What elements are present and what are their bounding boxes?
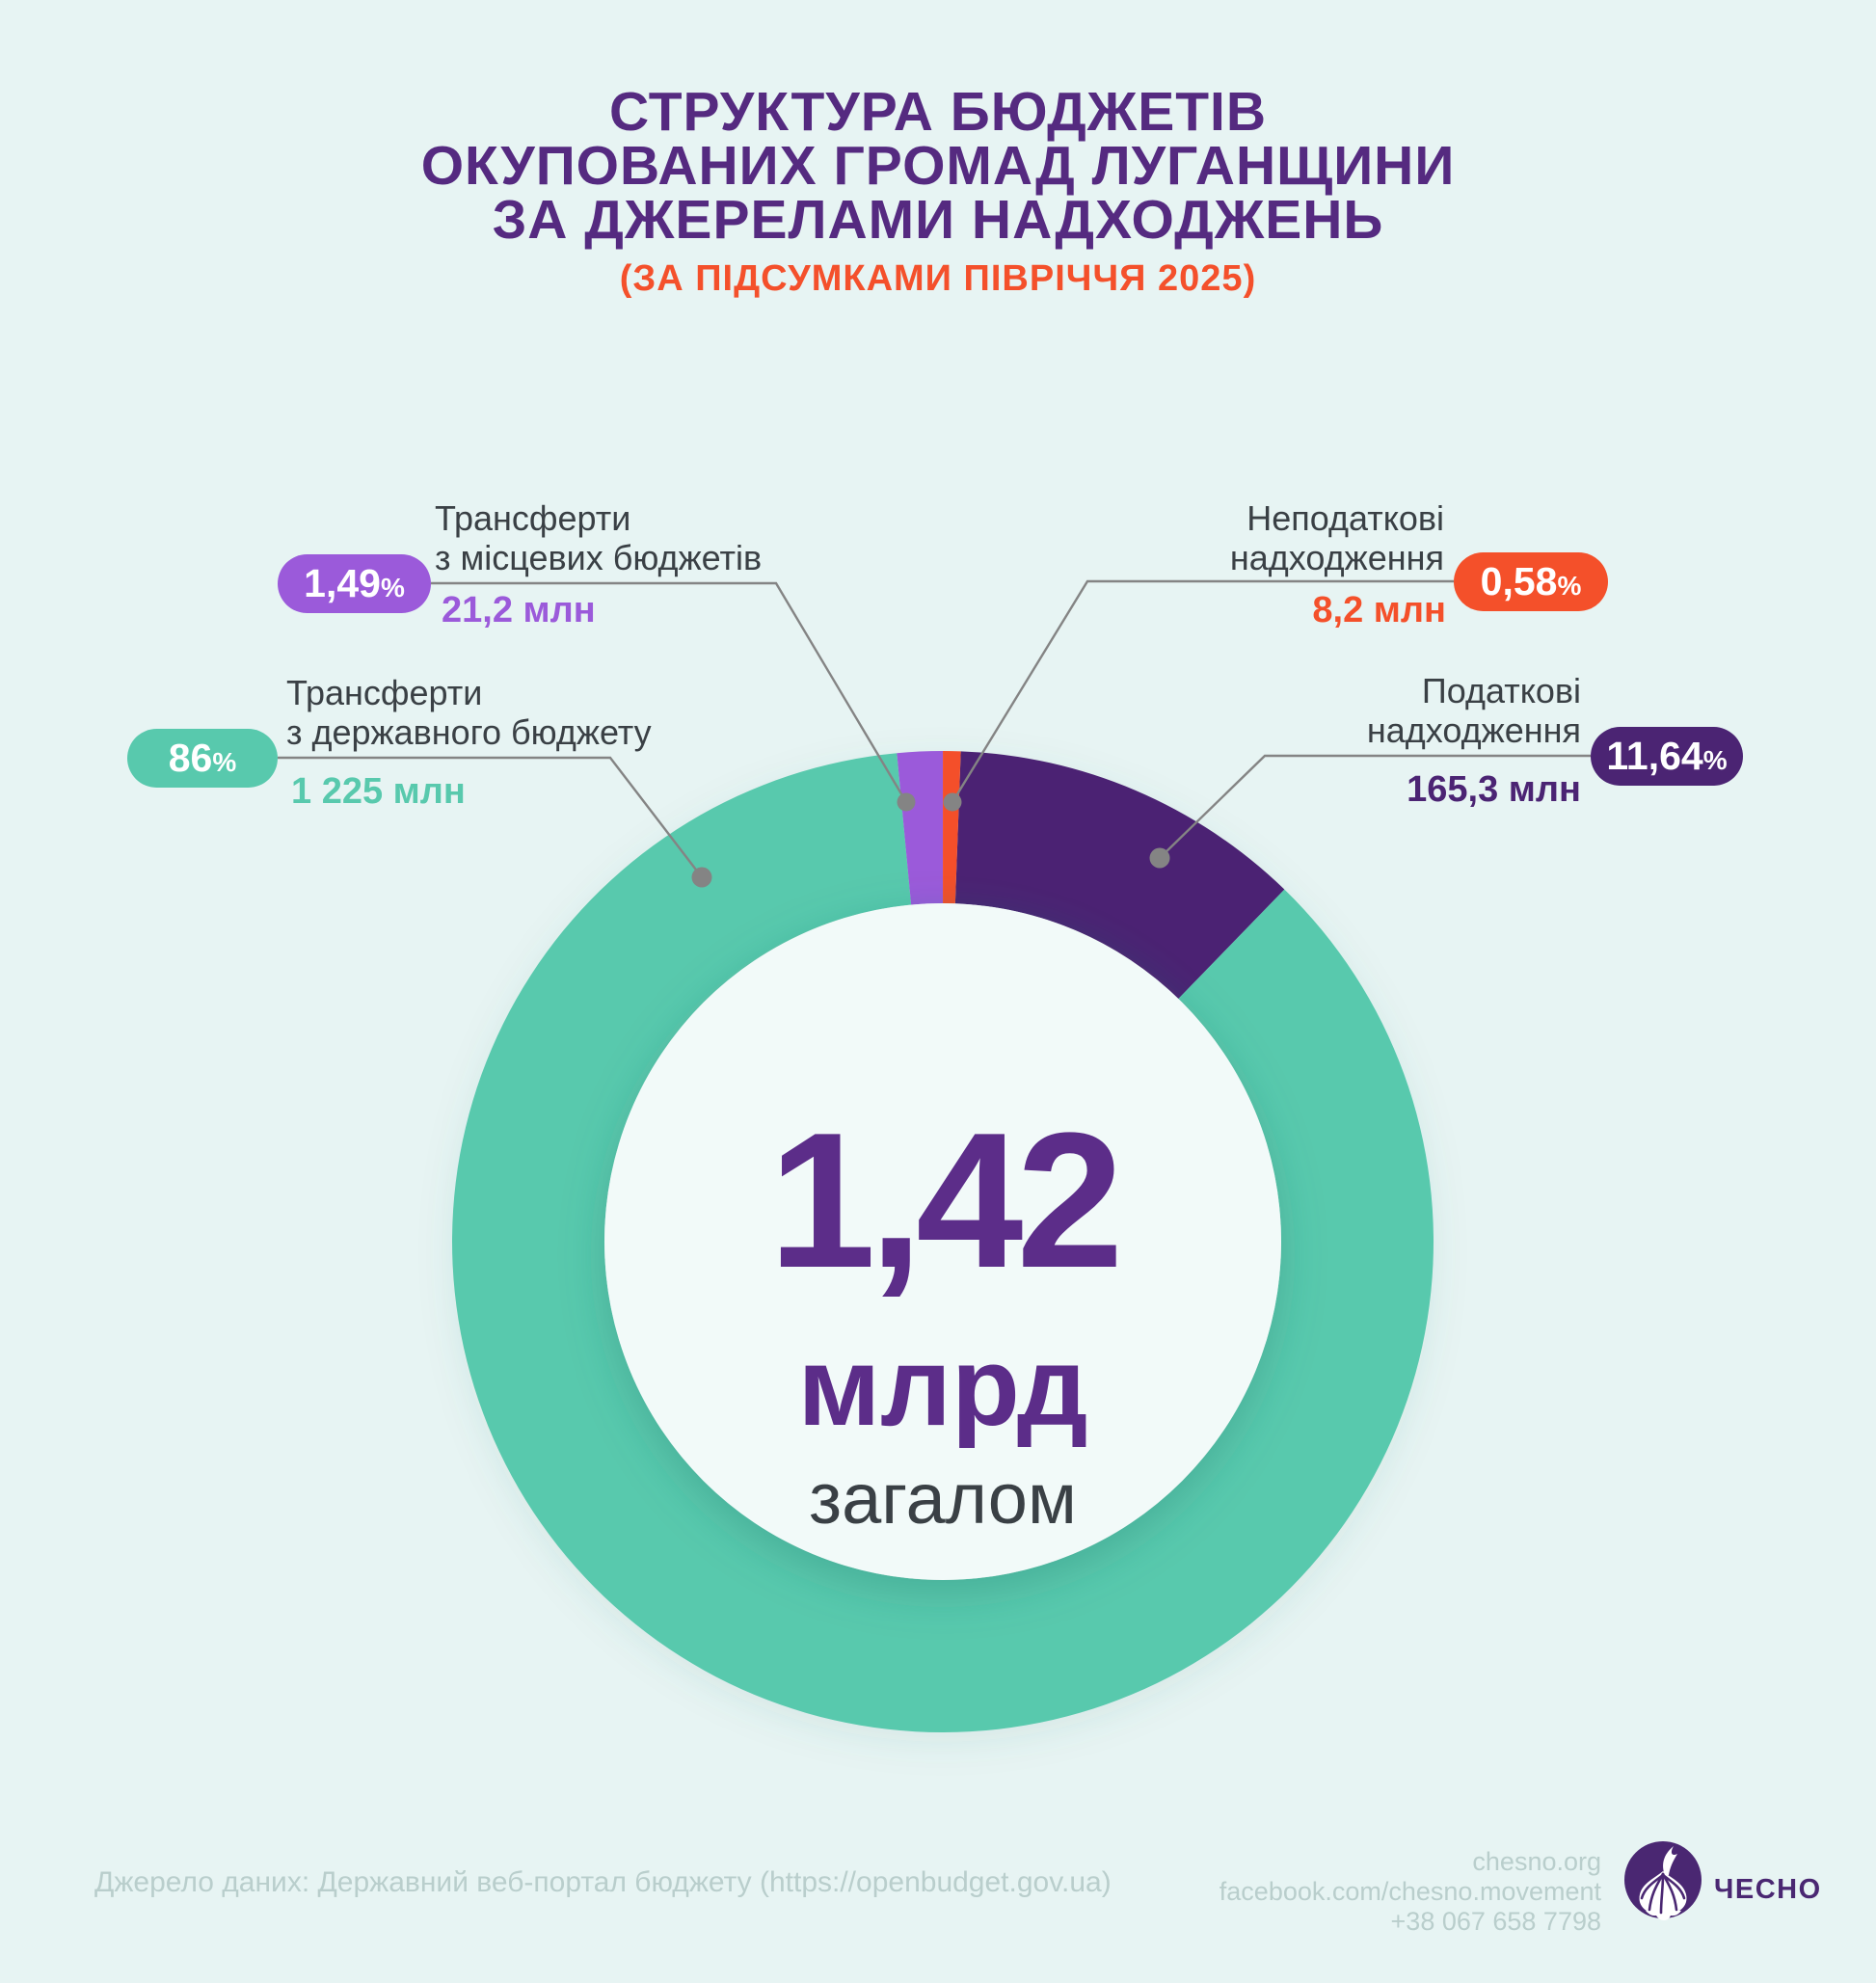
amount-local-transfers: 21,2 млн <box>442 590 596 630</box>
website-link: chesno.org <box>1472 1847 1601 1876</box>
leader-line-non-tax <box>951 579 1454 803</box>
page-title: СТРУКТУРА БЮДЖЕТІВ ОКУПОВАНИХ ГРОМАД ЛУГ… <box>420 81 1456 251</box>
donut-slice-state-transfers <box>452 753 1434 1733</box>
donut-slice-local-transfers <box>897 751 944 905</box>
badge-local-transfers-value: 1,49 <box>304 561 381 605</box>
page-subtitle: (ЗА ПІДСУМКАМИ ПІВРІЧЧЯ 2025) <box>619 258 1257 299</box>
leader-dot-tax <box>1149 847 1170 869</box>
badge-state-transfers: 86% <box>127 729 278 788</box>
badge-non-tax-percent-sign: % <box>1557 571 1582 601</box>
donut-total-unit: млрд <box>797 1324 1088 1449</box>
donut-total-value: 1,42 <box>768 1093 1123 1308</box>
leader-dot-non-tax <box>943 792 962 812</box>
badge-tax-value: 11,64 <box>1606 734 1703 778</box>
donut-slice-tax <box>954 751 1285 1000</box>
leader-lines <box>278 579 1591 878</box>
donut-slice-non-tax <box>943 751 961 904</box>
badge-non-tax-value: 0,58 <box>1480 559 1558 603</box>
contacts-block: chesno.org facebook.com/chesno.movement … <box>1219 1847 1601 1937</box>
amount-non-tax: 8,2 млн <box>1312 590 1446 630</box>
data-source-note: Джерело даних: Державний веб-портал бюдж… <box>94 1866 1112 1898</box>
badge-local-transfers-percent-sign: % <box>380 573 405 603</box>
leader-dot-state-transfers <box>691 867 712 888</box>
amount-tax: 165,3 млн <box>1407 769 1581 810</box>
chesno-garlic-icon <box>1624 1841 1702 1920</box>
leader-dots <box>691 792 1170 888</box>
leader-line-local-transfers <box>431 581 908 803</box>
badge-state-transfers-value: 86 <box>168 736 213 780</box>
facebook-link: facebook.com/chesno.movement <box>1219 1877 1601 1906</box>
badge-local-transfers: 1,49% <box>278 554 431 613</box>
badge-tax-percent-sign: % <box>1702 745 1728 775</box>
leader-line-tax <box>1159 754 1591 859</box>
chesno-wordmark: ЧЕСНО <box>1714 1874 1822 1905</box>
donut-slices <box>452 751 1434 1733</box>
leader-dot-local-transfers <box>897 792 916 812</box>
label-local-transfers: Трансферти з місцевих бюджетів <box>435 498 763 577</box>
donut-total-caption: загалом <box>809 1459 1077 1539</box>
label-state-transfers: Трансферти з державного бюджету <box>286 673 652 752</box>
badge-tax: 11,64% <box>1591 727 1743 786</box>
phone-number: +38 067 658 7798 <box>1390 1907 1601 1936</box>
label-tax: Податкові надходження <box>1366 671 1581 750</box>
donut-hole <box>604 903 1281 1580</box>
badge-non-tax: 0,58% <box>1454 552 1608 611</box>
badge-state-transfers-percent-sign: % <box>212 747 237 777</box>
amount-state-transfers: 1 225 млн <box>291 771 466 812</box>
leader-line-state-transfers <box>278 756 703 878</box>
label-non-tax: Неподаткові надходження <box>1229 498 1444 577</box>
